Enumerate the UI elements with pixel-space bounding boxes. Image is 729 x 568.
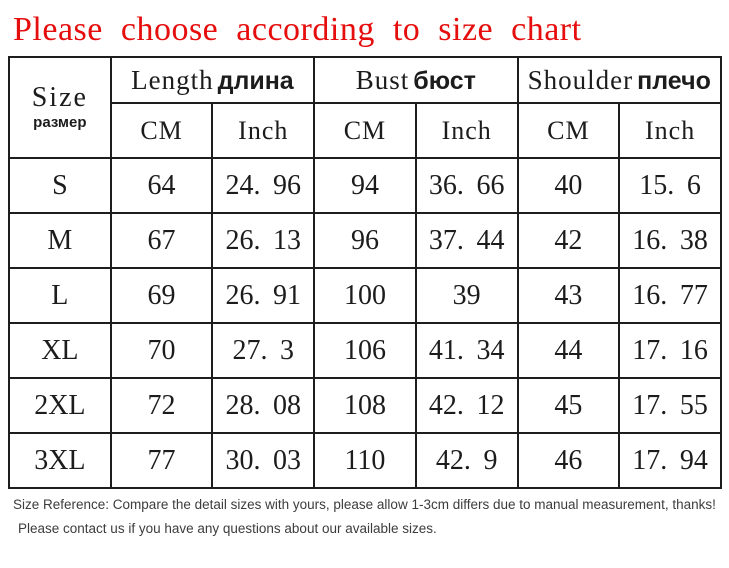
unit-header-row: CM Inch CM Inch CM Inch xyxy=(9,102,722,159)
measurement-cell: 42. 9 xyxy=(414,432,519,489)
size-header-cell: Size размер xyxy=(8,56,112,159)
measurement-cell: 69 xyxy=(109,267,214,324)
measurement-cell: 26. 13 xyxy=(211,212,316,269)
table-row: 2XL 72 28. 08 108 42. 12 45 17. 55 xyxy=(8,377,722,434)
length-label-en: Length xyxy=(131,64,214,95)
measurement-cell: 17. 94 xyxy=(618,432,722,489)
page-title: Please choose according to size chart xyxy=(13,11,582,48)
bust-label-en: Bust xyxy=(355,64,410,95)
group-header-length: Length длина xyxy=(109,56,316,104)
shoulder-label-ru: плечо xyxy=(637,66,711,95)
table-row: M 67 26. 13 96 37. 44 42 16. 38 xyxy=(8,212,722,269)
measurement-cell: 40 xyxy=(516,157,621,214)
measurement-cell: 72 xyxy=(109,377,214,434)
table-row: 3XL 77 30. 03 110 42. 9 46 17. 94 xyxy=(8,432,722,489)
measurement-cell: 108 xyxy=(313,377,417,434)
length-label-ru: длина xyxy=(217,66,294,95)
measurement-cell: 45 xyxy=(516,377,621,434)
measurement-cell: 106 xyxy=(313,322,417,379)
size-chart-table: Size размер Length длина Bust бюст Shoul… xyxy=(8,56,723,489)
measurement-cell: 46 xyxy=(516,432,621,489)
measurement-cell: 77 xyxy=(109,432,214,489)
measurement-cell: 110 xyxy=(313,432,417,489)
footer-notes: Size Reference: Compare the detail sizes… xyxy=(0,497,729,536)
measurement-cell: 16. 77 xyxy=(618,267,722,324)
table-row: S 64 24. 96 94 36. 66 40 15. 6 xyxy=(8,157,722,214)
measurement-cell: 44 xyxy=(516,322,621,379)
unit-header-cell: Inch xyxy=(618,102,722,159)
size-label: XL xyxy=(8,322,112,379)
measurement-cell: 17. 55 xyxy=(618,377,722,434)
group-header-bust: Bust бюст xyxy=(313,56,519,104)
bust-label-ru: бюст xyxy=(413,66,476,95)
unit-header-cell: CM xyxy=(516,102,621,159)
group-header-shoulder: Shoulder плечо xyxy=(516,56,723,104)
measurement-cell: 96 xyxy=(313,212,417,269)
measurement-cell: 30. 03 xyxy=(211,432,316,489)
measurement-cell: 42 xyxy=(516,212,621,269)
size-label: M xyxy=(8,212,112,269)
measurement-cell: 70 xyxy=(109,322,214,379)
measurement-cell: 43 xyxy=(516,267,621,324)
group-header-row: Size размер Length длина Bust бюст Shoul… xyxy=(8,56,723,159)
measurement-cell: 64 xyxy=(109,157,214,214)
table-row: L 69 26. 91 100 39 43 16. 77 xyxy=(8,267,722,324)
unit-header-cell: CM xyxy=(109,102,214,159)
measurement-cell: 24. 96 xyxy=(211,157,316,214)
size-header-ru: размер xyxy=(33,114,87,131)
shoulder-label-en: Shoulder xyxy=(527,64,634,95)
unit-header-cell: CM xyxy=(313,102,417,159)
measurement-cell: 41. 34 xyxy=(414,322,519,379)
measurement-cell: 27. 3 xyxy=(211,322,316,379)
measurement-cell: 26. 91 xyxy=(211,267,316,324)
measurement-cell: 42. 12 xyxy=(414,377,519,434)
measurement-cell: 16. 38 xyxy=(618,212,722,269)
measurement-cell: 15. 6 xyxy=(618,157,722,214)
footer-note-reference: Size Reference: Compare the detail sizes… xyxy=(13,497,716,512)
measurement-cell: 37. 44 xyxy=(414,212,519,269)
measurement-cell: 36. 66 xyxy=(414,157,519,214)
size-label: 3XL xyxy=(8,432,112,489)
size-header-en: Size xyxy=(31,82,88,113)
measurement-cell: 39 xyxy=(414,267,519,324)
unit-header-cell: Inch xyxy=(211,102,316,159)
unit-header-cell: Inch xyxy=(414,102,519,159)
size-label: S xyxy=(8,157,112,214)
measurement-cell: 100 xyxy=(313,267,417,324)
measurement-cell: 94 xyxy=(313,157,417,214)
measurement-cell: 17. 16 xyxy=(618,322,722,379)
footer-note-contact: Please contact us if you have any questi… xyxy=(18,521,437,536)
table-row: XL 70 27. 3 106 41. 34 44 17. 16 xyxy=(8,322,722,379)
size-label: L xyxy=(8,267,112,324)
measurement-cell: 28. 08 xyxy=(211,377,316,434)
measurement-cell: 67 xyxy=(109,212,214,269)
size-table-body: S 64 24. 96 94 36. 66 40 15. 6 M 67 26. 13 96 37. 4… xyxy=(8,157,722,489)
size-label: 2XL xyxy=(8,377,112,434)
